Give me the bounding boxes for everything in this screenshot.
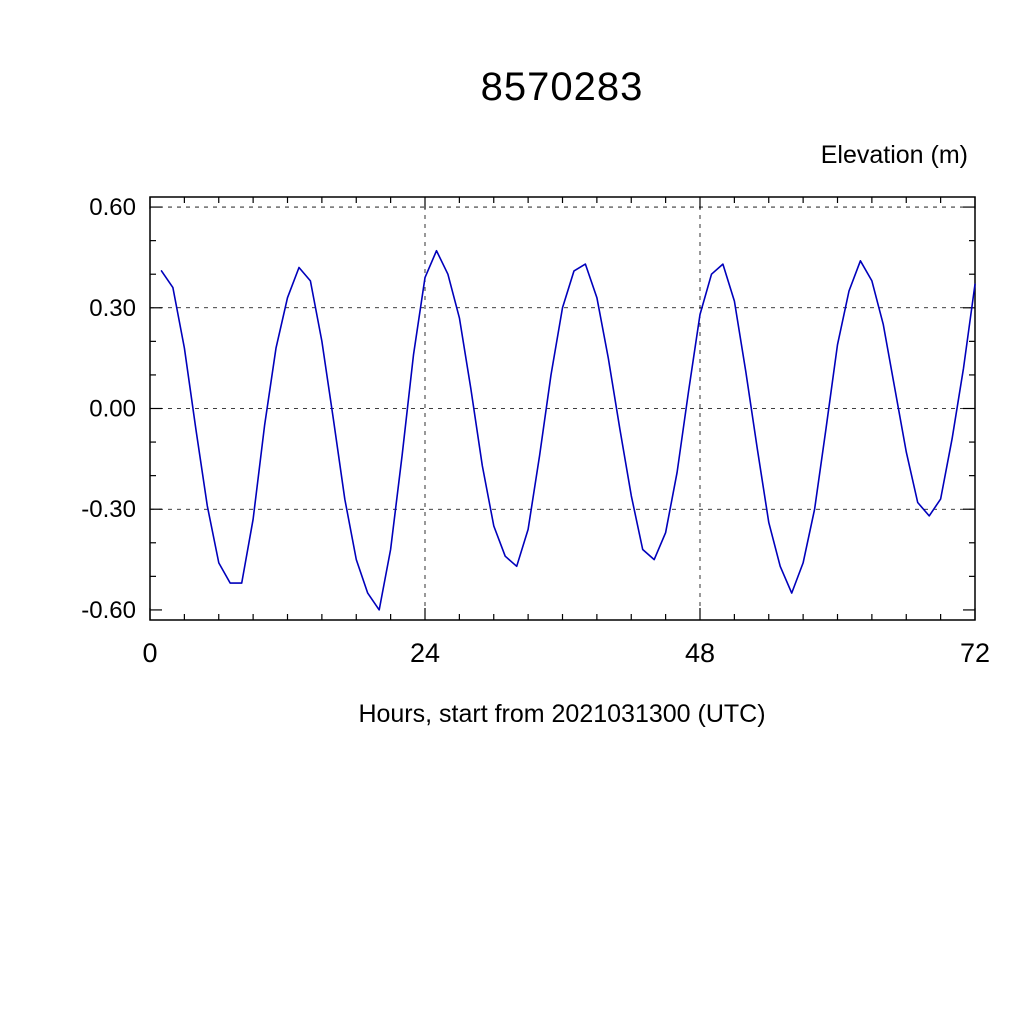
plot-frame	[149, 196, 976, 621]
x-axis-label: Hours, start from 2021031300 (UTC)	[358, 700, 765, 728]
chart-title: 8570283	[481, 65, 644, 109]
plot-area: 0 24 48 72 0.60 0.30 0.00 -0.30 -0.60	[81, 194, 990, 668]
x-tick-label: 48	[685, 638, 715, 668]
x-tick-label: 0	[142, 638, 157, 668]
y-tick-label: 0.00	[89, 396, 136, 423]
x-tick-label: 72	[960, 638, 990, 668]
y-axis-label: Elevation (m)	[821, 141, 968, 169]
y-tick-label: -0.30	[81, 496, 136, 523]
y-tick-label: -0.60	[81, 597, 136, 624]
x-tick-label: 24	[410, 638, 440, 668]
y-tick-label: 0.60	[89, 194, 136, 221]
elevation-series-line	[160, 249, 976, 611]
y-tick-label: 0.30	[89, 295, 136, 322]
